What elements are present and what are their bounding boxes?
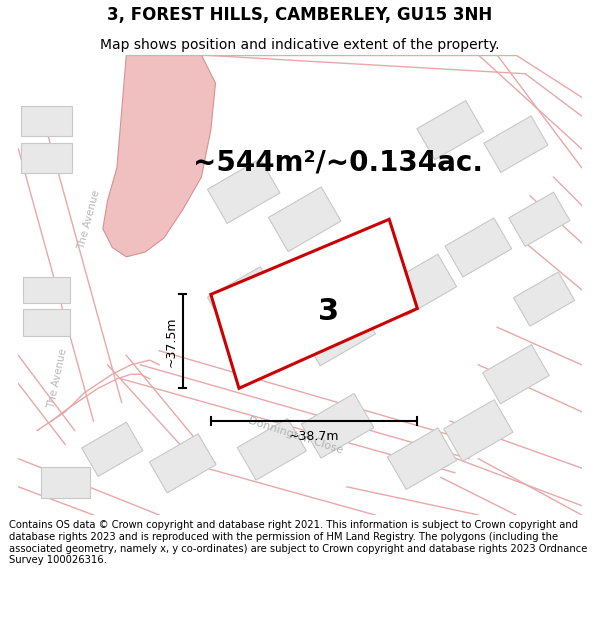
Text: The Avenue: The Avenue: [47, 348, 69, 410]
Polygon shape: [482, 344, 549, 404]
Polygon shape: [445, 218, 512, 277]
Polygon shape: [41, 467, 90, 498]
Text: ~38.7m: ~38.7m: [289, 429, 340, 442]
Polygon shape: [103, 55, 215, 257]
Polygon shape: [21, 106, 73, 136]
Polygon shape: [444, 400, 513, 461]
Polygon shape: [268, 187, 341, 252]
Text: ~544m²/~0.134ac.: ~544m²/~0.134ac.: [193, 149, 482, 177]
Polygon shape: [509, 192, 570, 246]
Polygon shape: [388, 428, 457, 489]
Polygon shape: [21, 143, 73, 173]
Polygon shape: [23, 309, 70, 336]
Text: Contains OS data © Crown copyright and database right 2021. This information is : Contains OS data © Crown copyright and d…: [9, 521, 587, 565]
Polygon shape: [514, 272, 575, 326]
Text: Map shows position and indicative extent of the property.: Map shows position and indicative extent…: [100, 38, 500, 52]
Text: Donnington Close: Donnington Close: [247, 415, 344, 455]
Text: The Avenue: The Avenue: [76, 189, 101, 250]
Polygon shape: [211, 219, 418, 388]
Text: ~37.5m: ~37.5m: [165, 316, 178, 367]
Polygon shape: [82, 422, 143, 476]
Polygon shape: [417, 101, 484, 159]
Polygon shape: [301, 394, 374, 458]
Text: 3, FOREST HILLS, CAMBERLEY, GU15 3NH: 3, FOREST HILLS, CAMBERLEY, GU15 3NH: [107, 6, 493, 24]
Polygon shape: [208, 159, 280, 224]
Polygon shape: [23, 276, 70, 303]
Polygon shape: [237, 419, 307, 480]
Polygon shape: [388, 254, 457, 316]
Text: 3: 3: [317, 298, 339, 326]
Polygon shape: [208, 267, 280, 331]
Polygon shape: [484, 116, 548, 172]
Polygon shape: [149, 434, 216, 493]
Polygon shape: [299, 298, 376, 366]
